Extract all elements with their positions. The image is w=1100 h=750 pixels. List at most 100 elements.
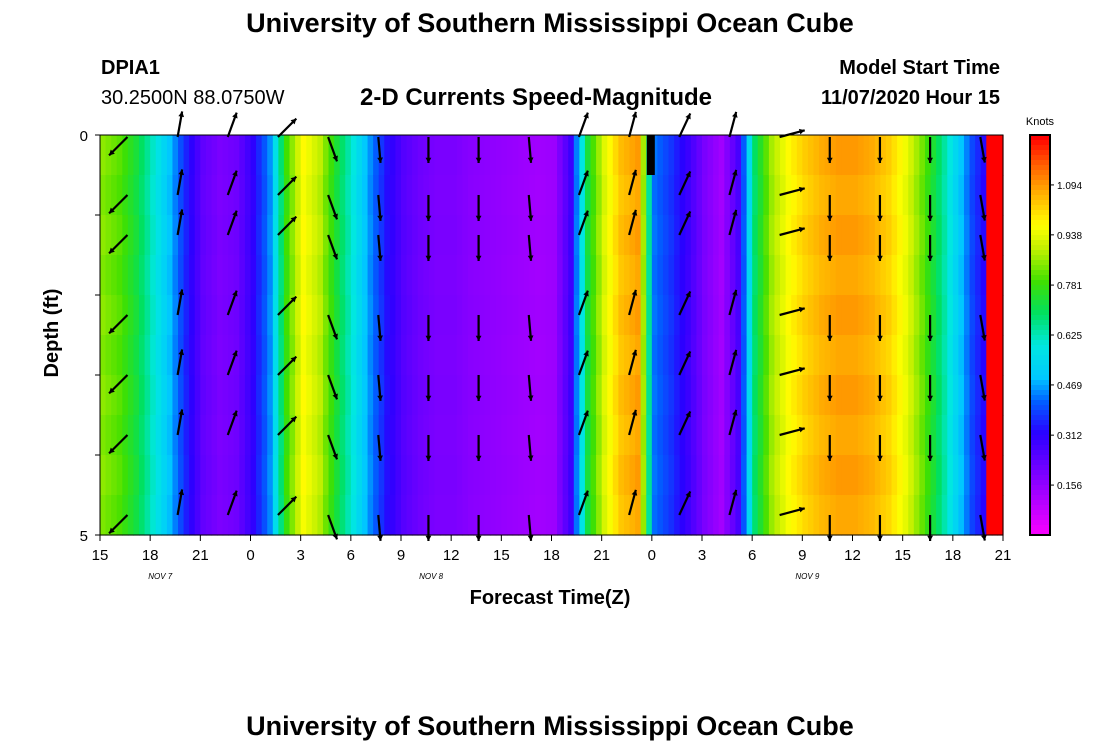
heatmap-cell — [668, 215, 675, 256]
heatmap-cell — [724, 135, 731, 176]
heatmap-cell — [752, 415, 759, 456]
heatmap-cell — [785, 375, 792, 416]
heatmap-cell — [267, 495, 274, 536]
heatmap-cell — [584, 255, 592, 296]
current-arrow — [779, 366, 806, 377]
heatmap-cell — [780, 375, 787, 416]
heatmap-cell — [267, 175, 274, 216]
heatmap-cell — [584, 175, 592, 216]
heatmap-cell — [306, 215, 313, 256]
heatmap-cell — [440, 175, 447, 216]
heatmap-cell — [440, 135, 447, 176]
heatmap-cell — [858, 495, 865, 536]
heatmap-cell — [713, 415, 720, 456]
heatmap-cell — [283, 455, 291, 496]
heatmap-cell — [607, 335, 614, 376]
heatmap-cell — [590, 335, 597, 376]
heatmap-cell — [601, 255, 608, 296]
heatmap-cell — [105, 135, 112, 176]
heatmap-cell — [529, 335, 536, 376]
heatmap-cell — [584, 455, 592, 496]
heatmap-cell — [518, 415, 525, 456]
colorbar-segment — [1030, 460, 1050, 466]
heatmap-cell — [557, 215, 564, 256]
heatmap-cell — [523, 255, 530, 296]
heatmap-cell — [991, 375, 999, 416]
heatmap-cell — [986, 455, 993, 496]
heatmap-cell — [428, 375, 436, 416]
heatmap-cell — [869, 215, 876, 256]
heatmap-cell — [217, 135, 224, 176]
heatmap-cell — [161, 215, 168, 256]
current-arrow — [327, 136, 339, 162]
heatmap-cell — [774, 255, 781, 296]
heatmap-cell — [283, 215, 291, 256]
current-arrow — [927, 195, 933, 221]
heatmap-cell — [657, 415, 664, 456]
heatmap-cell — [752, 295, 759, 336]
heatmap-cell — [311, 215, 318, 256]
heatmap-cell — [523, 455, 530, 496]
heatmap-cell — [545, 335, 553, 376]
heatmap-cell — [172, 215, 179, 256]
heatmap-cell — [707, 495, 714, 536]
current-arrow — [927, 515, 933, 541]
heatmap-cell — [579, 135, 586, 176]
heatmap-cell — [300, 215, 307, 256]
heatmap-cell — [584, 415, 592, 456]
heatmap-cell — [490, 335, 497, 376]
heatmap-cell — [127, 495, 135, 536]
heatmap-cell — [334, 415, 341, 456]
heatmap-cell — [980, 175, 987, 216]
heatmap-cell — [952, 255, 959, 296]
heatmap-cell — [863, 295, 870, 336]
x-tick-label: 18 — [142, 547, 159, 564]
heatmap-cell — [456, 455, 463, 496]
current-arrow — [577, 170, 589, 196]
heatmap-cell — [401, 215, 408, 256]
heatmap-cell — [690, 255, 698, 296]
heatmap-cell — [936, 175, 943, 216]
heatmap-cell — [980, 215, 987, 256]
heatmap-cell — [540, 295, 547, 336]
heatmap-cell — [596, 215, 603, 256]
heatmap-cell — [161, 335, 168, 376]
heatmap-cell — [412, 215, 419, 256]
heatmap-cell — [133, 455, 140, 496]
colorbar-tick-label: 0.781 — [1057, 281, 1082, 292]
current-arrow — [176, 111, 185, 138]
heatmap-cell — [707, 255, 714, 296]
heatmap-cell — [300, 135, 307, 176]
heatmap-cell — [835, 135, 842, 176]
heatmap-cell — [144, 255, 151, 296]
heatmap-cell — [155, 375, 162, 416]
heatmap-cell — [289, 135, 296, 176]
heatmap-cell — [506, 375, 514, 416]
heatmap-cell — [813, 415, 820, 456]
heatmap-cell — [479, 255, 486, 296]
heatmap-cell — [267, 255, 274, 296]
heatmap-cell — [373, 175, 380, 216]
heatmap-cell — [127, 215, 135, 256]
heatmap-cell — [969, 415, 976, 456]
heatmap-cell — [222, 455, 229, 496]
heatmap-cell — [986, 175, 993, 216]
heatmap-cell — [322, 455, 330, 496]
heatmap-cell — [250, 135, 257, 176]
colorbar-segment — [1030, 425, 1050, 431]
heatmap-cell — [858, 415, 865, 456]
heatmap-cell — [863, 135, 870, 176]
heatmap-cell — [869, 375, 876, 416]
heatmap-cell — [975, 255, 982, 296]
heatmap-cell — [858, 255, 865, 296]
heatmap-cell — [389, 415, 397, 456]
heatmap-cell — [952, 335, 959, 376]
heatmap-cell — [373, 375, 380, 416]
heatmap-cell — [540, 495, 547, 536]
heatmap-cell — [506, 415, 514, 456]
heatmap-cell — [183, 415, 190, 456]
heatmap-cell — [172, 415, 179, 456]
heatmap-cell — [423, 175, 430, 216]
heatmap-cell — [406, 175, 413, 216]
heatmap-cell — [401, 255, 408, 296]
